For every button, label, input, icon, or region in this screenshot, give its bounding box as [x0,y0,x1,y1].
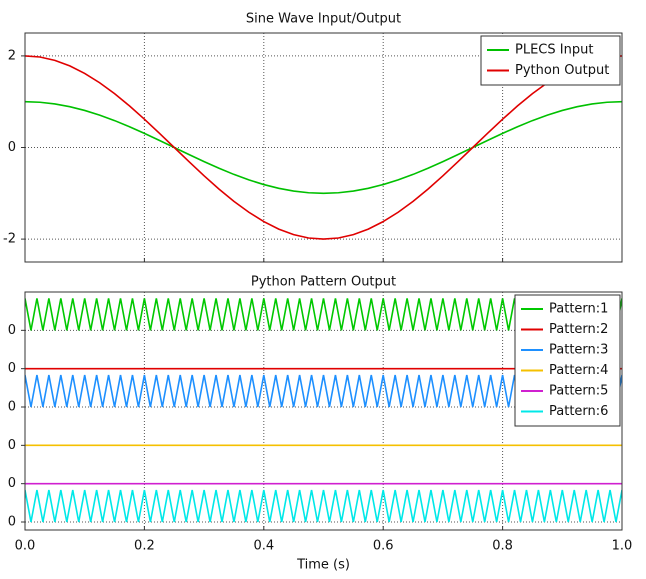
legend-box [480,35,621,86]
chart-title: Sine Wave Input/Output [246,12,401,27]
y-tick-label: 0 [8,361,16,376]
x-tick-label: 0.2 [134,539,155,554]
series-line [25,100,622,195]
y-tick-label: -2 [3,232,16,247]
plot-frame [24,291,623,531]
y-tick-label: 0 [8,476,16,491]
plot-frame [24,32,623,263]
x-tick-label: 1.0 [612,539,633,554]
y-tick-label: 0 [8,140,16,155]
x-tick-label: 0.4 [253,539,274,554]
legend-label: Pattern:2 [549,322,608,337]
y-tick-label: 2 [8,48,16,63]
y-tick-label: 0 [8,438,16,453]
legend-label: Pattern:5 [549,384,608,399]
legend-label: Python Output [515,63,609,78]
x-tick-label: 0.0 [15,539,36,554]
y-tick-label: 0 [8,323,16,338]
x-tick-label: 0.8 [492,539,513,554]
chart-title: Python Pattern Output [251,275,396,290]
legend-label: Pattern:6 [549,404,608,419]
legend-label: PLECS Input [515,43,593,58]
legend-label: Pattern:3 [549,343,608,358]
legend-label: Pattern:4 [549,363,608,378]
series-line [25,489,622,523]
legend-box [514,294,621,427]
x-tick-label: 0.6 [373,539,394,554]
x-axis-label: Time (s) [296,558,350,573]
y-tick-label: 0 [8,515,16,530]
y-tick-label: 0 [8,400,16,415]
legend-label: Pattern:1 [549,302,608,317]
series-line [25,55,622,240]
